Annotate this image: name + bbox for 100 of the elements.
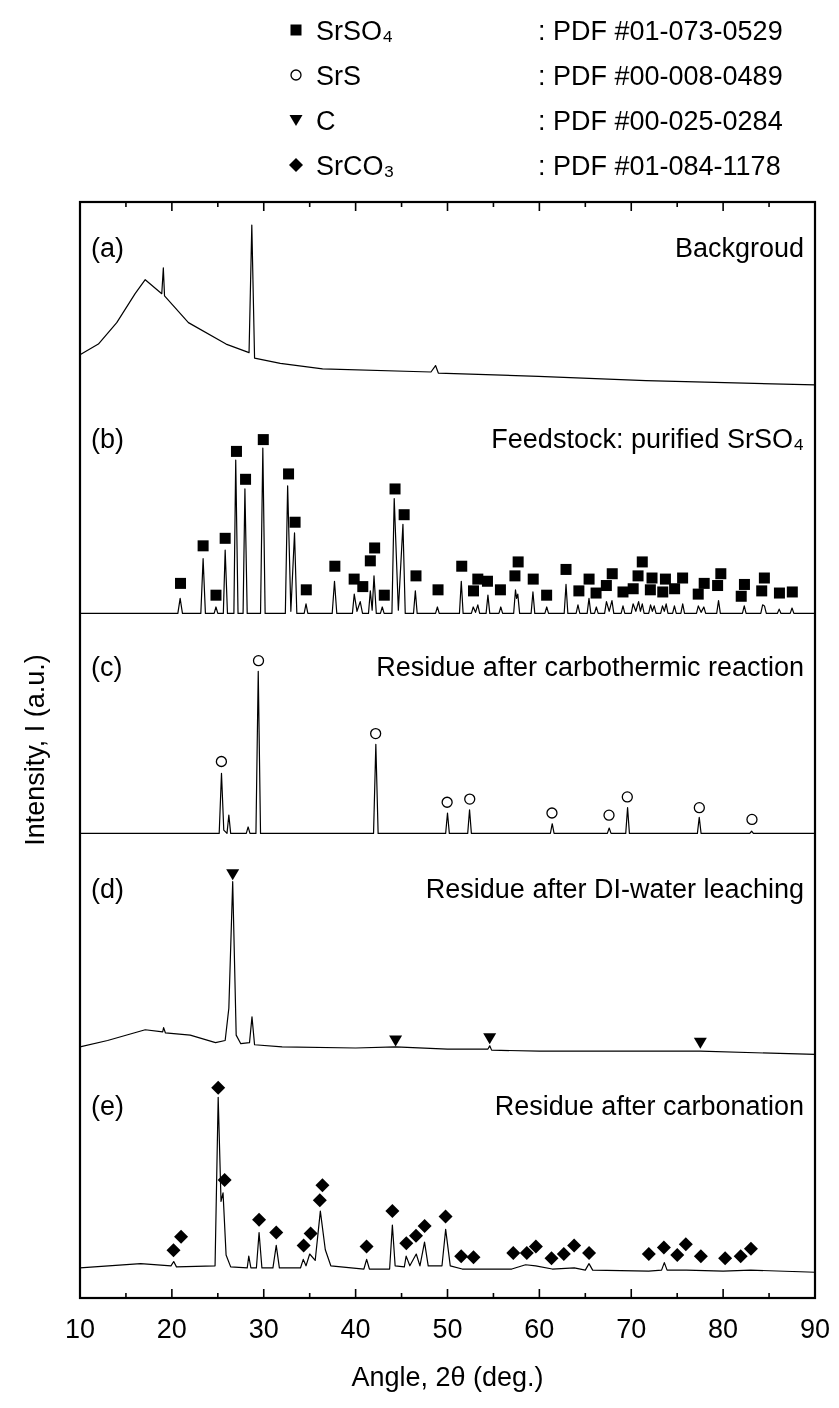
legend-label: C <box>316 106 336 136</box>
point <box>590 587 602 599</box>
point <box>617 586 629 598</box>
point <box>670 1248 685 1263</box>
annotation: Residue after carbonation <box>494 1091 804 1121</box>
x-tick-label: 50 <box>432 1314 463 1344</box>
annotation: Residue after carbothermic reaction <box>376 652 804 682</box>
point <box>632 570 644 582</box>
point <box>567 1238 582 1253</box>
point <box>715 568 727 580</box>
point <box>621 791 633 803</box>
point <box>197 540 209 552</box>
point <box>432 584 444 596</box>
point <box>399 1236 414 1251</box>
point <box>230 445 242 457</box>
point <box>573 585 585 597</box>
point <box>733 1249 748 1264</box>
annotation: (e) <box>91 1091 124 1121</box>
x-axis-title: Angle, 2θ (deg.) <box>351 1362 544 1392</box>
point <box>712 580 724 592</box>
x-tick-label: 30 <box>248 1314 279 1344</box>
point <box>215 755 228 768</box>
point <box>758 572 770 584</box>
point <box>692 588 704 600</box>
point <box>454 1249 469 1264</box>
point <box>773 587 785 599</box>
point <box>329 560 341 572</box>
text: : PDF #01-084-1178 <box>538 151 781 181</box>
point <box>646 572 658 584</box>
point <box>312 1193 327 1208</box>
point <box>735 590 747 602</box>
point <box>211 1080 226 1095</box>
point <box>693 1037 707 1049</box>
point <box>385 1204 400 1219</box>
point <box>438 1209 453 1224</box>
point <box>544 1251 559 1266</box>
x-tick-label: 10 <box>64 1314 96 1344</box>
point <box>283 468 295 480</box>
point <box>303 1226 318 1241</box>
x-tick-label: 90 <box>799 1314 831 1344</box>
point <box>657 586 669 598</box>
point <box>541 589 553 601</box>
point <box>252 1212 267 1227</box>
point <box>743 1241 758 1256</box>
point <box>603 809 615 821</box>
point <box>389 483 401 495</box>
x-tick-label: 60 <box>524 1314 555 1344</box>
point <box>656 1240 671 1255</box>
point <box>240 473 252 485</box>
point <box>468 585 479 597</box>
annotation: Feedstock: purified SrSO₄ <box>491 424 804 454</box>
point <box>226 869 240 881</box>
point <box>738 578 750 590</box>
point <box>512 556 524 568</box>
x-tick-label: 40 <box>340 1314 371 1344</box>
point <box>219 532 231 544</box>
point <box>556 1247 571 1262</box>
legend-label: SrCO₃ <box>316 151 395 181</box>
point <box>348 573 360 585</box>
point <box>370 727 382 740</box>
point <box>641 1247 656 1262</box>
point <box>693 1249 708 1264</box>
point <box>669 583 681 595</box>
annotation: (b) <box>91 424 124 454</box>
point <box>466 1250 481 1265</box>
point <box>583 573 595 585</box>
x-tick-label: 70 <box>616 1314 647 1344</box>
point <box>257 434 269 446</box>
point <box>606 568 618 580</box>
point <box>389 1035 403 1047</box>
point <box>659 573 671 585</box>
point <box>252 654 265 667</box>
point <box>636 556 648 568</box>
point <box>315 1178 330 1193</box>
point <box>494 584 506 596</box>
point <box>698 577 710 589</box>
point <box>210 589 222 601</box>
x-tick-label: 20 <box>156 1314 187 1344</box>
annotation: Residue after DI-water leaching <box>425 874 804 904</box>
point <box>472 573 484 585</box>
annotation: (c) <box>91 652 123 682</box>
point <box>644 584 656 596</box>
point <box>441 796 453 808</box>
point <box>756 585 768 597</box>
point <box>378 589 390 601</box>
point <box>364 555 376 567</box>
point <box>369 542 381 554</box>
point <box>677 572 689 584</box>
point <box>357 581 369 593</box>
text: : PDF #00-008-0489 <box>538 61 783 91</box>
point <box>408 1228 423 1243</box>
point <box>627 583 639 595</box>
x-tick-label: 80 <box>708 1314 739 1344</box>
point <box>481 575 493 587</box>
point <box>483 1033 497 1045</box>
point <box>786 586 798 598</box>
point <box>289 516 301 528</box>
point <box>509 570 521 582</box>
point <box>359 1239 374 1254</box>
point <box>174 1229 189 1244</box>
